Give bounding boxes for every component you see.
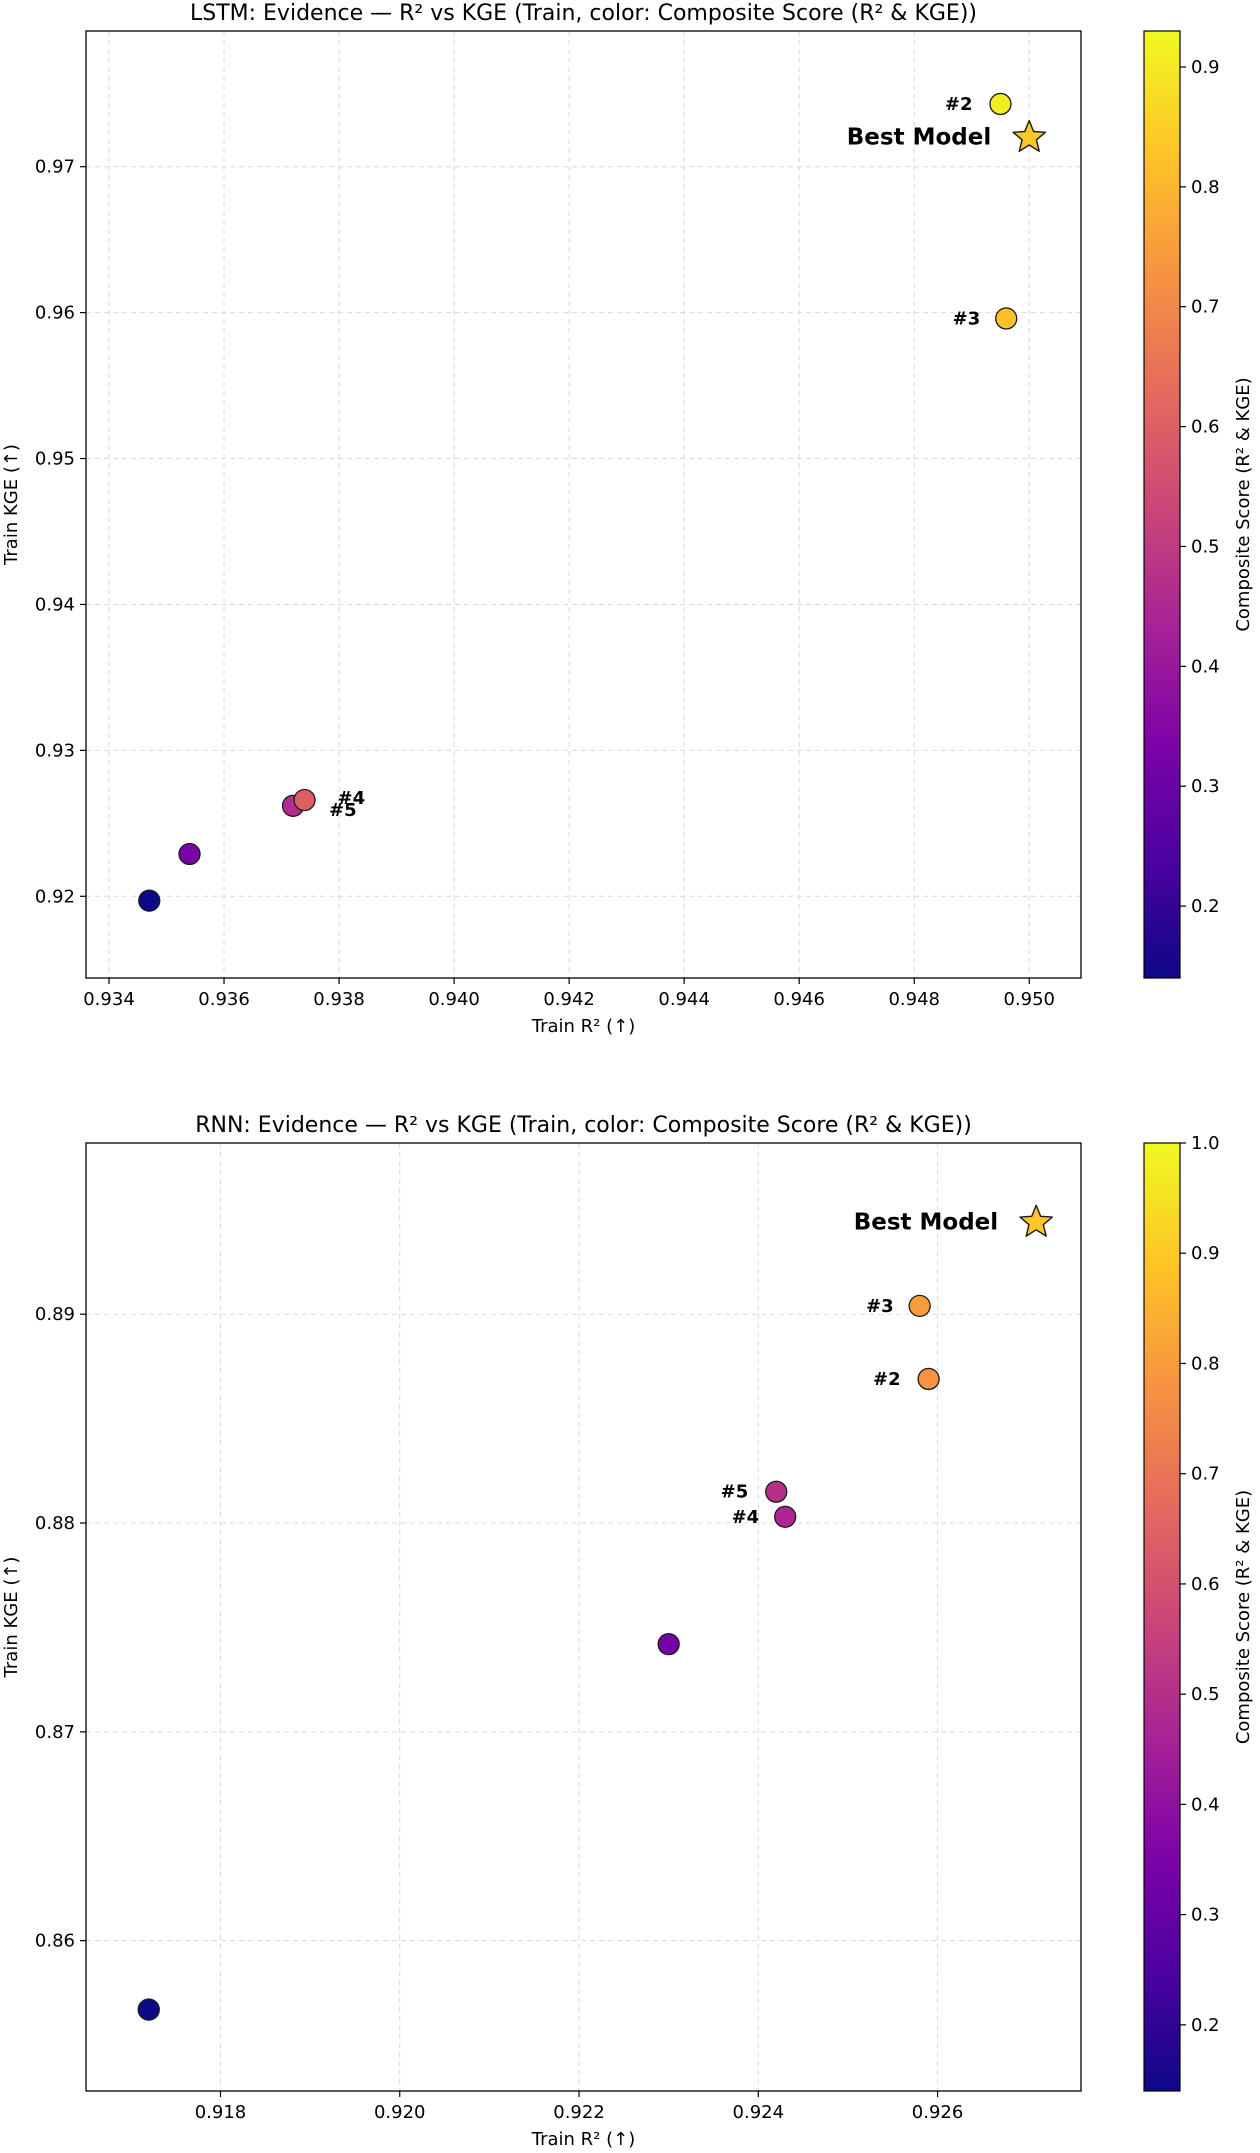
data-point[interactable] xyxy=(917,1367,940,1391)
data-point[interactable] xyxy=(908,1294,931,1318)
best-model-star-icon[interactable] xyxy=(1012,119,1047,152)
data-point[interactable] xyxy=(995,307,1018,330)
x-tick-label: 0.918 xyxy=(195,2102,247,2123)
y-tick-label: 0.87 xyxy=(35,1722,75,1743)
data-point[interactable] xyxy=(138,889,161,912)
point-label: #2 xyxy=(945,94,973,115)
colorbar-tick-label: 0.8 xyxy=(1191,177,1220,198)
x-tick-label: 0.946 xyxy=(773,989,825,1010)
data-point[interactable] xyxy=(657,1632,680,1656)
y-axis-label: Train KGE (↑) xyxy=(1,1557,22,1679)
point-label: #3 xyxy=(953,308,981,329)
x-tick-label: 0.938 xyxy=(313,989,365,1010)
data-point[interactable] xyxy=(178,842,201,866)
y-tick-label: 0.88 xyxy=(35,1513,75,1534)
y-tick-label: 0.94 xyxy=(35,594,75,615)
y-tick-label: 0.92 xyxy=(35,886,75,907)
colorbar-label: Composite Score (R² & KGE) xyxy=(1233,1490,1254,1744)
y-tick-label: 0.89 xyxy=(35,1304,75,1325)
colorbar-tick-label: 0.9 xyxy=(1191,57,1220,78)
colorbar-tick-label: 0.7 xyxy=(1191,1464,1220,1485)
y-tick-label: 0.86 xyxy=(35,1931,75,1952)
best-model-label: Best Model xyxy=(847,125,991,151)
colorbar-tick-label: 0.8 xyxy=(1191,1353,1220,1374)
y-axis-label: Train KGE (↑) xyxy=(1,444,22,566)
best-model-star-icon[interactable] xyxy=(1019,1204,1053,1237)
colorbar xyxy=(1143,1142,1181,2092)
x-tick-label: 0.934 xyxy=(83,989,135,1010)
x-tick-label: 0.920 xyxy=(374,2102,426,2123)
colorbar-tick-label: 0.4 xyxy=(1191,656,1220,677)
y-tick-label: 0.96 xyxy=(35,303,75,324)
y-tick-label: 0.93 xyxy=(35,740,75,761)
data-point[interactable] xyxy=(989,92,1012,116)
colorbar-tick-label: 0.5 xyxy=(1191,536,1220,557)
data-point[interactable] xyxy=(137,1998,160,2021)
chart-title: LSTM: Evidence — R² vs KGE (Train, color… xyxy=(190,1,977,26)
colorbar-tick-label: 0.6 xyxy=(1191,417,1220,438)
point-label: #2 xyxy=(873,1369,901,1390)
x-tick-label: 0.950 xyxy=(1003,989,1055,1010)
colorbar-tick-label: 0.3 xyxy=(1191,1905,1220,1926)
colorbar-tick-label: 1.0 xyxy=(1191,1133,1220,1154)
x-tick-label: 0.940 xyxy=(428,989,480,1010)
x-tick-label: 0.944 xyxy=(658,989,710,1010)
point-label: #5 xyxy=(721,1482,749,1503)
colorbar-tick-label: 0.2 xyxy=(1191,2015,1220,2036)
colorbar-tick-label: 0.5 xyxy=(1191,1684,1220,1705)
x-tick-label: 0.948 xyxy=(888,989,940,1010)
lstm-chart: LSTM: Evidence — R² vs KGE (Train, color… xyxy=(1,1,1254,1037)
x-axis-label: Train R² (↑) xyxy=(531,1016,635,1037)
data-point[interactable] xyxy=(765,1480,788,1503)
colorbar-label: Composite Score (R² & KGE) xyxy=(1233,377,1254,631)
plot-frame xyxy=(85,1142,1082,2092)
rnn-chart: RNN: Evidence — R² vs KGE (Train, color:… xyxy=(1,1113,1254,2150)
colorbar-tick-label: 0.7 xyxy=(1191,297,1220,318)
x-tick-label: 0.926 xyxy=(912,2102,964,2123)
point-label: #4 xyxy=(732,1507,760,1528)
x-tick-label: 0.922 xyxy=(553,2102,605,2123)
x-tick-label: 0.924 xyxy=(733,2102,785,2123)
chart-title: RNN: Evidence — R² vs KGE (Train, color:… xyxy=(195,1113,972,1138)
point-label: #5 xyxy=(329,800,357,821)
point-label: #3 xyxy=(866,1296,894,1317)
point-label: #4 xyxy=(338,788,366,809)
data-point[interactable] xyxy=(774,1505,797,1528)
best-model-label: Best Model xyxy=(854,1209,998,1235)
colorbar-tick-label: 0.3 xyxy=(1191,776,1220,797)
x-axis-label: Train R² (↑) xyxy=(531,2129,635,2150)
plot-frame xyxy=(85,30,1082,979)
x-tick-label: 0.942 xyxy=(543,989,595,1010)
colorbar-tick-label: 0.4 xyxy=(1191,1794,1220,1815)
x-tick-label: 0.936 xyxy=(198,989,250,1010)
colorbar xyxy=(1143,30,1181,979)
colorbar-tick-label: 0.9 xyxy=(1191,1243,1220,1264)
colorbar-tick-label: 0.2 xyxy=(1191,896,1220,917)
y-tick-label: 0.95 xyxy=(35,449,75,470)
y-tick-label: 0.97 xyxy=(35,157,75,178)
colorbar-tick-label: 0.6 xyxy=(1191,1574,1220,1595)
data-point[interactable] xyxy=(293,788,316,812)
